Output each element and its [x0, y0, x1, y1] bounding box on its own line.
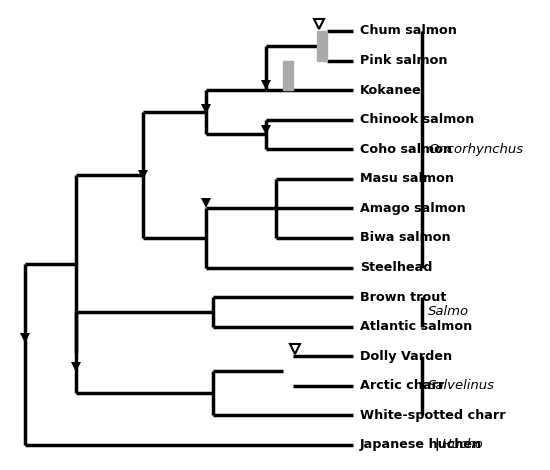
Text: Steelhead: Steelhead	[360, 261, 432, 274]
Text: Hucho: Hucho	[438, 439, 483, 452]
Text: Kokanee: Kokanee	[360, 84, 422, 97]
Text: Brown trout: Brown trout	[360, 290, 446, 304]
Text: Chinook salmon: Chinook salmon	[360, 113, 474, 126]
Text: Japanese huchen: Japanese huchen	[360, 439, 487, 452]
Bar	[317, 31, 327, 61]
Text: Arctic charr: Arctic charr	[360, 379, 444, 392]
Text: Chum salmon: Chum salmon	[360, 24, 456, 38]
Bar	[283, 61, 294, 90]
Text: Salvelinus: Salvelinus	[428, 379, 495, 392]
Text: Atlantic salmon: Atlantic salmon	[360, 320, 472, 333]
Text: Salmo: Salmo	[428, 306, 469, 318]
Text: |: |	[434, 439, 439, 452]
Text: Oncorhynchus: Oncorhynchus	[428, 143, 524, 156]
Text: Masu salmon: Masu salmon	[360, 172, 454, 185]
Text: White-spotted charr: White-spotted charr	[360, 409, 505, 422]
Text: Coho salmon: Coho salmon	[360, 143, 452, 156]
Text: Biwa salmon: Biwa salmon	[360, 231, 450, 244]
Text: Amago salmon: Amago salmon	[360, 202, 466, 215]
Text: Dolly Varden: Dolly Varden	[360, 350, 452, 363]
Text: Pink salmon: Pink salmon	[360, 54, 447, 67]
